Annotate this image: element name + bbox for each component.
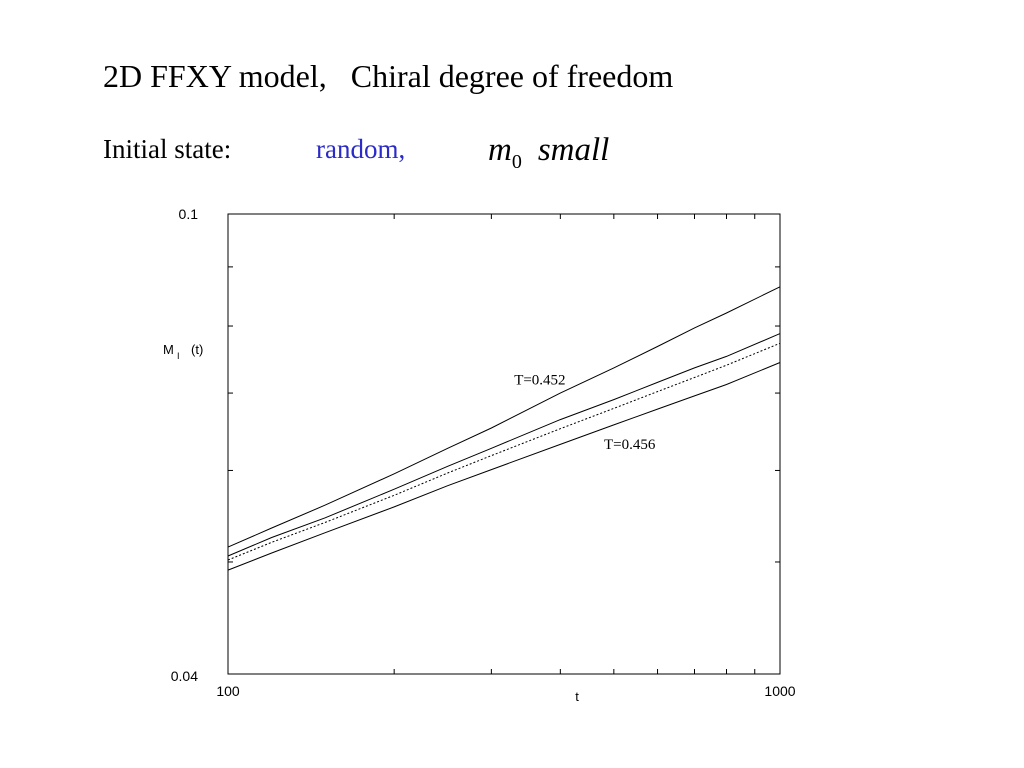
m0-small-expression: m0 small: [488, 132, 609, 174]
x-axis-label: t: [575, 689, 579, 704]
y-tick-label-top: 0.1: [179, 206, 199, 222]
annotation-t0456: T=0.456: [604, 437, 656, 453]
y-axis-label-rest: (t): [191, 342, 203, 357]
initial-state-label: Initial state:: [103, 134, 232, 164]
y-axis-label-sub: I: [177, 351, 180, 361]
series-line-3: [227, 362, 781, 571]
x-tick-label-left: 100: [216, 683, 240, 699]
y-tick-label-bottom: 0.04: [171, 668, 198, 684]
series-line-1: [227, 333, 781, 557]
series-layer: [227, 286, 781, 571]
plot-frame: [227, 213, 781, 675]
series-line-2: [227, 342, 781, 561]
series-line-0: [227, 286, 781, 548]
initial-state-value: random,: [316, 134, 406, 164]
small-word: small: [537, 132, 610, 168]
x-tick-label-right: 1000: [764, 683, 795, 699]
m-subscript: 0: [511, 151, 522, 173]
slide-title: 2D FFXY model, Chiral degree of freedom: [103, 58, 674, 94]
annotation-t0452: T=0.452: [514, 373, 565, 389]
tick-marks: [228, 214, 780, 674]
y-axis-label-main: M: [163, 342, 174, 357]
m-symbol: m: [488, 132, 512, 168]
